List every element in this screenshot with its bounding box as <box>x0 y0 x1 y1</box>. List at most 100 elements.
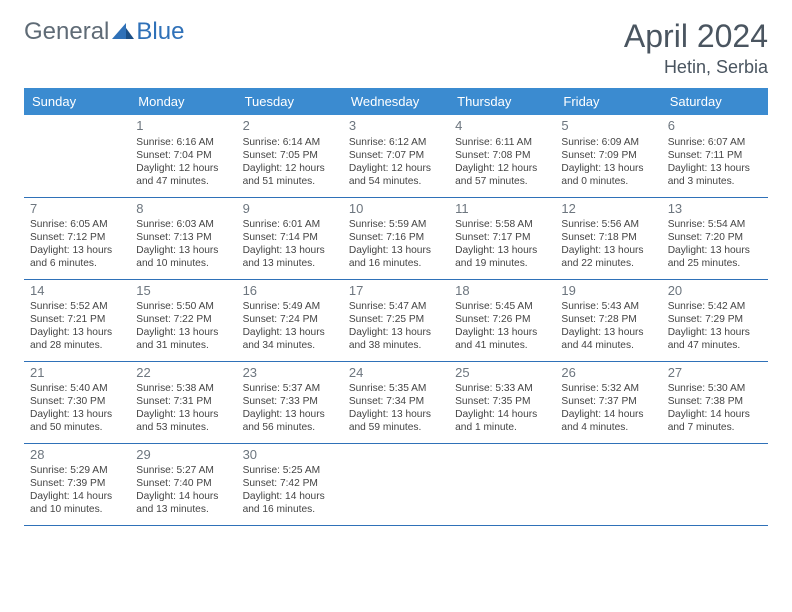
calendar-cell: 12Sunrise: 5:56 AMSunset: 7:18 PMDayligh… <box>555 197 661 279</box>
calendar-row: 21Sunrise: 5:40 AMSunset: 7:30 PMDayligh… <box>24 361 768 443</box>
calendar-cell: 8Sunrise: 6:03 AMSunset: 7:13 PMDaylight… <box>130 197 236 279</box>
day-number: 9 <box>243 201 337 218</box>
day-number: 3 <box>349 118 443 135</box>
day-number: 15 <box>136 283 230 300</box>
calendar-cell <box>662 443 768 525</box>
daylight-text: Daylight: 13 hours and 16 minutes. <box>349 244 443 270</box>
daylight-text: Daylight: 13 hours and 50 minutes. <box>30 408 124 434</box>
brand-part2: Blue <box>136 18 184 46</box>
weekday-header: Friday <box>555 88 661 115</box>
calendar-cell: 18Sunrise: 5:45 AMSunset: 7:26 PMDayligh… <box>449 279 555 361</box>
calendar-cell: 27Sunrise: 5:30 AMSunset: 7:38 PMDayligh… <box>662 361 768 443</box>
day-number: 4 <box>455 118 549 135</box>
sunrise-text: Sunrise: 5:27 AM <box>136 464 230 477</box>
day-number: 1 <box>136 118 230 135</box>
daylight-text: Daylight: 14 hours and 16 minutes. <box>243 490 337 516</box>
sunset-text: Sunset: 7:21 PM <box>30 313 124 326</box>
sunset-text: Sunset: 7:25 PM <box>349 313 443 326</box>
sunset-text: Sunset: 7:22 PM <box>136 313 230 326</box>
daylight-text: Daylight: 13 hours and 19 minutes. <box>455 244 549 270</box>
day-number: 2 <box>243 118 337 135</box>
daylight-text: Daylight: 13 hours and 10 minutes. <box>136 244 230 270</box>
day-number: 18 <box>455 283 549 300</box>
daylight-text: Daylight: 13 hours and 41 minutes. <box>455 326 549 352</box>
sunset-text: Sunset: 7:13 PM <box>136 231 230 244</box>
weekday-header: Thursday <box>449 88 555 115</box>
day-number: 17 <box>349 283 443 300</box>
calendar-cell <box>343 443 449 525</box>
daylight-text: Daylight: 13 hours and 56 minutes. <box>243 408 337 434</box>
daylight-text: Daylight: 12 hours and 57 minutes. <box>455 162 549 188</box>
calendar-cell: 14Sunrise: 5:52 AMSunset: 7:21 PMDayligh… <box>24 279 130 361</box>
calendar-cell: 20Sunrise: 5:42 AMSunset: 7:29 PMDayligh… <box>662 279 768 361</box>
day-number: 28 <box>30 447 124 464</box>
calendar-cell: 5Sunrise: 6:09 AMSunset: 7:09 PMDaylight… <box>555 115 661 197</box>
daylight-text: Daylight: 14 hours and 1 minute. <box>455 408 549 434</box>
sunset-text: Sunset: 7:28 PM <box>561 313 655 326</box>
sunrise-text: Sunrise: 6:11 AM <box>455 136 549 149</box>
calendar-cell: 1Sunrise: 6:16 AMSunset: 7:04 PMDaylight… <box>130 115 236 197</box>
calendar-cell: 4Sunrise: 6:11 AMSunset: 7:08 PMDaylight… <box>449 115 555 197</box>
sunset-text: Sunset: 7:07 PM <box>349 149 443 162</box>
daylight-text: Daylight: 13 hours and 59 minutes. <box>349 408 443 434</box>
day-number: 22 <box>136 365 230 382</box>
sunrise-text: Sunrise: 6:03 AM <box>136 218 230 231</box>
day-number: 30 <box>243 447 337 464</box>
calendar-row: 7Sunrise: 6:05 AMSunset: 7:12 PMDaylight… <box>24 197 768 279</box>
sunset-text: Sunset: 7:20 PM <box>668 231 762 244</box>
sunrise-text: Sunrise: 6:07 AM <box>668 136 762 149</box>
calendar-cell: 17Sunrise: 5:47 AMSunset: 7:25 PMDayligh… <box>343 279 449 361</box>
daylight-text: Daylight: 13 hours and 25 minutes. <box>668 244 762 270</box>
day-number: 19 <box>561 283 655 300</box>
title-block: April 2024 Hetin, Serbia <box>624 18 768 78</box>
day-number: 24 <box>349 365 443 382</box>
calendar-cell: 23Sunrise: 5:37 AMSunset: 7:33 PMDayligh… <box>237 361 343 443</box>
calendar-page: General Blue April 2024 Hetin, Serbia Su… <box>0 0 792 612</box>
calendar-cell: 26Sunrise: 5:32 AMSunset: 7:37 PMDayligh… <box>555 361 661 443</box>
sunrise-text: Sunrise: 5:37 AM <box>243 382 337 395</box>
day-number: 5 <box>561 118 655 135</box>
daylight-text: Daylight: 13 hours and 0 minutes. <box>561 162 655 188</box>
sunrise-text: Sunrise: 5:45 AM <box>455 300 549 313</box>
daylight-text: Daylight: 12 hours and 54 minutes. <box>349 162 443 188</box>
sunset-text: Sunset: 7:40 PM <box>136 477 230 490</box>
sunrise-text: Sunrise: 5:38 AM <box>136 382 230 395</box>
calendar-head: Sunday Monday Tuesday Wednesday Thursday… <box>24 88 768 115</box>
daylight-text: Daylight: 13 hours and 22 minutes. <box>561 244 655 270</box>
sunset-text: Sunset: 7:26 PM <box>455 313 549 326</box>
calendar-cell: 30Sunrise: 5:25 AMSunset: 7:42 PMDayligh… <box>237 443 343 525</box>
sunrise-text: Sunrise: 5:42 AM <box>668 300 762 313</box>
weekday-header: Monday <box>130 88 236 115</box>
calendar-cell: 19Sunrise: 5:43 AMSunset: 7:28 PMDayligh… <box>555 279 661 361</box>
day-number: 23 <box>243 365 337 382</box>
sunrise-text: Sunrise: 6:14 AM <box>243 136 337 149</box>
calendar-cell: 24Sunrise: 5:35 AMSunset: 7:34 PMDayligh… <box>343 361 449 443</box>
day-number: 14 <box>30 283 124 300</box>
calendar-cell: 21Sunrise: 5:40 AMSunset: 7:30 PMDayligh… <box>24 361 130 443</box>
sunset-text: Sunset: 7:37 PM <box>561 395 655 408</box>
calendar-cell <box>555 443 661 525</box>
daylight-text: Daylight: 14 hours and 7 minutes. <box>668 408 762 434</box>
calendar-body: 1Sunrise: 6:16 AMSunset: 7:04 PMDaylight… <box>24 115 768 525</box>
triangle-icon <box>112 18 134 46</box>
calendar-row: 28Sunrise: 5:29 AMSunset: 7:39 PMDayligh… <box>24 443 768 525</box>
sunset-text: Sunset: 7:12 PM <box>30 231 124 244</box>
day-number: 27 <box>668 365 762 382</box>
brand-part1: General <box>24 18 109 46</box>
calendar-cell: 16Sunrise: 5:49 AMSunset: 7:24 PMDayligh… <box>237 279 343 361</box>
daylight-text: Daylight: 14 hours and 4 minutes. <box>561 408 655 434</box>
day-number: 26 <box>561 365 655 382</box>
sunset-text: Sunset: 7:04 PM <box>136 149 230 162</box>
daylight-text: Daylight: 12 hours and 47 minutes. <box>136 162 230 188</box>
calendar-cell: 15Sunrise: 5:50 AMSunset: 7:22 PMDayligh… <box>130 279 236 361</box>
location: Hetin, Serbia <box>624 57 768 78</box>
weekday-header: Saturday <box>662 88 768 115</box>
day-number: 6 <box>668 118 762 135</box>
sunset-text: Sunset: 7:39 PM <box>30 477 124 490</box>
sunset-text: Sunset: 7:31 PM <box>136 395 230 408</box>
day-number: 7 <box>30 201 124 218</box>
header: General Blue April 2024 Hetin, Serbia <box>24 18 768 78</box>
daylight-text: Daylight: 13 hours and 3 minutes. <box>668 162 762 188</box>
sunset-text: Sunset: 7:29 PM <box>668 313 762 326</box>
day-number: 16 <box>243 283 337 300</box>
